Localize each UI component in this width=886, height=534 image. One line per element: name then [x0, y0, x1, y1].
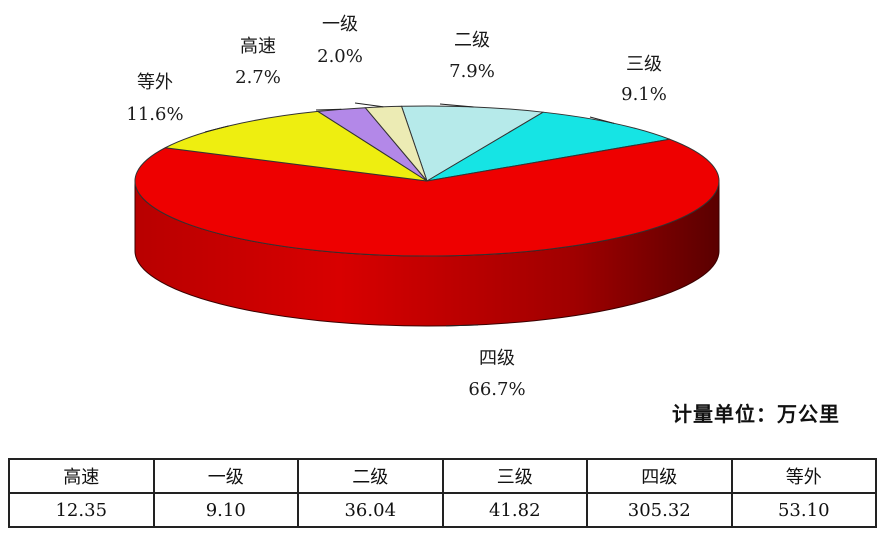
- slice-label-percent: 2.7%: [235, 67, 281, 88]
- pie-slice-4: [164, 110, 428, 182]
- slice-label-percent: 7.9%: [449, 61, 495, 82]
- table-header-cell: 等外: [730, 458, 877, 494]
- leader-line: [439, 103, 474, 108]
- table-cell: 305.32: [586, 492, 733, 528]
- table-cell: 53.10: [730, 492, 877, 528]
- table-header-cell: 一级: [152, 458, 299, 494]
- slice-label-name: 三级: [626, 54, 662, 75]
- leader-line: [589, 116, 615, 124]
- pie-chart: 二级 7.9% 三级 9.1% 四级 66.7% 等外 11.6% 高速 2.7% 一级 2.0%: [126, 14, 720, 400]
- leader-line: [204, 125, 229, 133]
- pie-slice-6: [364, 105, 428, 182]
- table-header-cell: 三级: [441, 458, 588, 494]
- table-row: 12.35 9.10 36.04 41.82 305.32 53.10: [8, 492, 877, 528]
- table-cell: 36.04: [297, 492, 444, 528]
- slice-label-name: 等外: [137, 72, 173, 93]
- unit-note: 计量单位：万公里: [672, 402, 840, 426]
- pie-slice-3: [134, 138, 720, 257]
- slice-label-percent: 11.6%: [126, 104, 183, 125]
- table-cell: 41.82: [441, 492, 588, 528]
- data-table: 高速 一级 二级 三级 四级 等外 12.35 9.10 36.04 41.82…: [8, 458, 877, 528]
- table-cell: 9.10: [152, 492, 299, 528]
- table-header-cell: 高速: [8, 458, 155, 494]
- slice-label-name: 二级: [454, 30, 490, 51]
- slice-label-name: 高速: [240, 36, 276, 57]
- slice-label-name: 一级: [322, 14, 358, 35]
- table-header-row: 高速 一级 二级 三级 四级 等外: [8, 458, 877, 494]
- leader-line: [446, 324, 479, 327]
- table-cell: 12.35: [8, 492, 155, 528]
- slice-label-name: 四级: [479, 348, 515, 369]
- leader-line: [354, 102, 384, 108]
- table-header-cell: 四级: [586, 458, 733, 494]
- slice-label-percent: 66.7%: [468, 379, 525, 400]
- table-header-cell: 二级: [297, 458, 444, 494]
- slice-label-percent: 2.0%: [317, 46, 363, 67]
- slice-label-percent: 9.1%: [621, 84, 667, 105]
- leader-line: [315, 108, 342, 111]
